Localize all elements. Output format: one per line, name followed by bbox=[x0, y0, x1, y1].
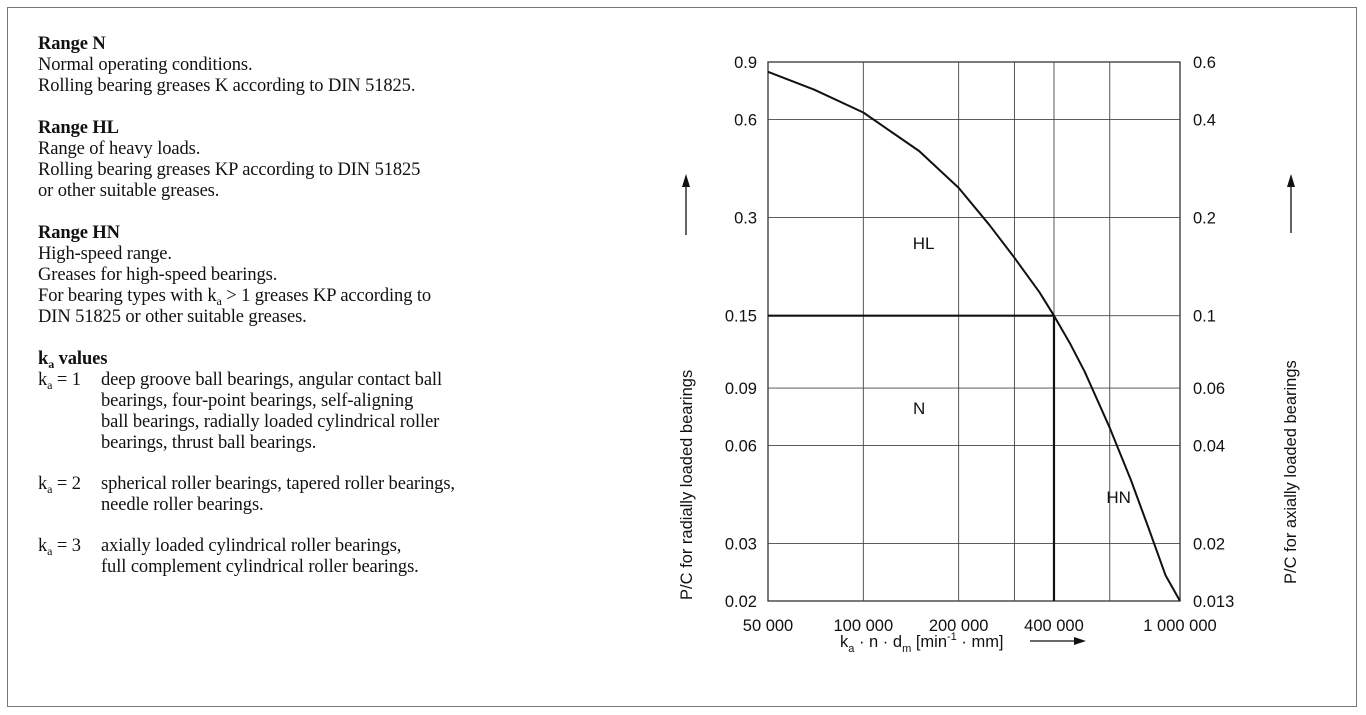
x-tick-label: 100 000 bbox=[833, 617, 893, 635]
x-tick-label: 200 000 bbox=[929, 617, 989, 635]
range-n-line: Normal operating conditions. bbox=[38, 55, 253, 75]
text-fragment: > 1 greases KP according to bbox=[221, 286, 432, 306]
y-tick-label: 0.09 bbox=[725, 380, 757, 398]
ka-values-section: ka values ka = 1 deep groove ball bearin… bbox=[38, 349, 658, 578]
ka-description-line: ball bearings, radially loaded cylindric… bbox=[101, 412, 440, 432]
ka-description: deep groove ball bearings, angular conta… bbox=[101, 370, 658, 454]
subscript: a bbox=[216, 294, 222, 308]
ka-description-line: deep groove ball bearings, angular conta… bbox=[101, 370, 443, 390]
x-tick-label: 1 000 000 bbox=[1143, 617, 1216, 635]
ka-equation: ka = 1 bbox=[38, 370, 101, 454]
text-fragment: k bbox=[38, 370, 48, 390]
ka-description-line: spherical roller bearings, tapered rolle… bbox=[101, 474, 455, 494]
y-tick-label: 0.03 bbox=[725, 536, 757, 554]
text-fragment: = 2 bbox=[52, 474, 81, 494]
range-hl-line: or other suitable greases. bbox=[38, 181, 220, 201]
x-label-subscript: m bbox=[902, 643, 911, 655]
ka-equation: ka = 2 bbox=[38, 474, 101, 516]
text-fragment: k bbox=[38, 474, 48, 494]
range-n-line: Rolling bearing greases K according to D… bbox=[38, 76, 416, 96]
y2-tick-label: 0.04 bbox=[1193, 437, 1225, 455]
subscript: a bbox=[47, 482, 53, 496]
x-tick-label: 50 000 bbox=[743, 617, 793, 635]
y2-tick-label: 0.4 bbox=[1193, 111, 1216, 129]
text-fragment: = 3 bbox=[52, 536, 81, 556]
text-fragment: k bbox=[38, 349, 49, 369]
range-hn-section: Range HN High-speed range. Greases for h… bbox=[38, 223, 658, 328]
y-tick-label: 0.06 bbox=[725, 437, 757, 455]
description-panel: Range N Normal operating conditions. Rol… bbox=[38, 34, 658, 599]
region-label: N bbox=[913, 399, 925, 418]
y-tick-label: 0.9 bbox=[734, 54, 757, 72]
ka-description-line: axially loaded cylindrical roller bearin… bbox=[101, 536, 402, 556]
x-label-part: [min bbox=[911, 633, 947, 651]
range-hl-line: Range of heavy loads. bbox=[38, 139, 201, 159]
range-n-title: Range N bbox=[38, 34, 106, 54]
y2-axis-label: P/C for axially loaded bearings bbox=[1282, 360, 1300, 584]
text-fragment: k bbox=[38, 536, 48, 556]
y2-tick-label: 0.013 bbox=[1193, 593, 1234, 611]
range-hn-ka-line: For bearing types with ka > 1 greases KP… bbox=[38, 286, 658, 307]
subscript: a bbox=[47, 544, 53, 558]
text-fragment: = 1 bbox=[52, 370, 81, 390]
x-label-part: · mm] bbox=[957, 633, 1004, 651]
ka-description-line: needle roller bearings. bbox=[101, 495, 264, 515]
y2-tick-label: 0.1 bbox=[1193, 308, 1216, 326]
text-fragment: values bbox=[54, 349, 108, 369]
x-label-part: k bbox=[840, 633, 849, 651]
range-hl-line: Rolling bearing greases KP according to … bbox=[38, 160, 421, 180]
range-hl-section: Range HL Range of heavy loads. Rolling b… bbox=[38, 118, 658, 202]
y2-tick-label: 0.06 bbox=[1193, 380, 1225, 398]
ka-item: ka = 3 axially loaded cylindrical roller… bbox=[38, 536, 658, 578]
ka-description: axially loaded cylindrical roller bearin… bbox=[101, 536, 658, 578]
x-label-part: · n · d bbox=[854, 633, 902, 651]
ka-description: spherical roller bearings, tapered rolle… bbox=[101, 474, 658, 516]
y-axis-arrow-head bbox=[682, 174, 690, 187]
ka-item: ka = 2 spherical roller bearings, tapere… bbox=[38, 474, 658, 516]
x-label-subscript: a bbox=[848, 643, 855, 655]
y2-tick-label: 0.02 bbox=[1193, 536, 1225, 554]
y-tick-label: 0.15 bbox=[725, 308, 757, 326]
ka-equation: ka = 3 bbox=[38, 536, 101, 578]
plot-area bbox=[767, 61, 1181, 602]
y-tick-label: 0.6 bbox=[734, 111, 757, 129]
range-hn-line: DIN 51825 or other suitable greases. bbox=[38, 307, 307, 327]
y-tick-label: 0.3 bbox=[734, 210, 757, 228]
y2-tick-label: 0.6 bbox=[1193, 54, 1216, 72]
ka-values-title: ka values bbox=[38, 349, 658, 370]
text-fragment: For bearing types with k bbox=[38, 286, 217, 306]
y2-tick-label: 0.2 bbox=[1193, 210, 1216, 228]
ka-description-line: bearings, thrust ball bearings. bbox=[101, 433, 317, 453]
x-tick-label: 400 000 bbox=[1024, 617, 1084, 635]
ka-description-line: bearings, four-point bearings, self-alig… bbox=[101, 391, 414, 411]
figure-frame bbox=[7, 7, 1357, 707]
subscript: a bbox=[47, 378, 53, 392]
x-label-superscript: -1 bbox=[947, 631, 957, 643]
region-label: HL bbox=[913, 234, 935, 253]
x-axis-arrow-head bbox=[1074, 637, 1086, 645]
x-axis-label: ka · n · dm [min-1 · mm] bbox=[840, 631, 1004, 655]
range-hl-title: Range HL bbox=[38, 118, 119, 138]
range-n-section: Range N Normal operating conditions. Rol… bbox=[38, 34, 658, 97]
region-label: HN bbox=[1106, 488, 1131, 507]
boundary-curve bbox=[767, 70, 1181, 602]
ka-description-line: full complement cylindrical roller beari… bbox=[101, 557, 419, 577]
range-hn-line: Greases for high-speed bearings. bbox=[38, 265, 278, 285]
range-hn-title: Range HN bbox=[38, 223, 120, 243]
ka-item: ka = 1 deep groove ball bearings, angula… bbox=[38, 370, 658, 454]
y-axis-label: P/C for radially loaded bearings bbox=[678, 370, 696, 600]
range-hn-line: High-speed range. bbox=[38, 244, 172, 264]
y-tick-label: 0.02 bbox=[725, 593, 757, 611]
subscript: a bbox=[48, 357, 55, 371]
y2-axis-arrow-head bbox=[1287, 174, 1295, 187]
